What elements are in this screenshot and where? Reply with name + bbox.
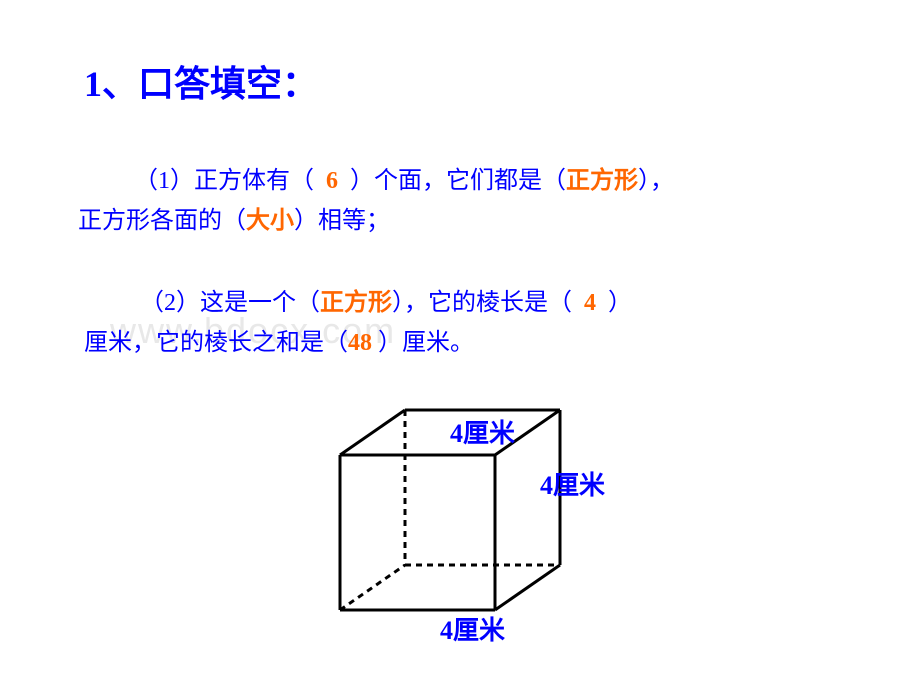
q1-text: ）， xyxy=(638,168,674,194)
q1-text: （1）正方体有（ xyxy=(134,168,314,194)
question-1: （1）正方体有（ 6 ）个面，它们都是（正方形）， 正方形各面的（大小）相等； xyxy=(78,161,848,241)
q2-answer-1: 正方形 xyxy=(320,290,392,316)
page-title: 1、口答填空： xyxy=(84,55,318,107)
q2-text: 厘米，它的棱长之和是（ xyxy=(84,330,348,356)
q2-text: ） xyxy=(608,290,632,316)
question-2: （2）这是一个（正方形），它的棱长是（ 4 ） 厘米，它的棱长之和是（48 ）厘… xyxy=(84,283,854,363)
q1-text: ）个面，它们都是（ xyxy=(350,168,566,194)
q2-answer-3: 48 xyxy=(348,330,372,356)
cube-label-right: 4厘米 xyxy=(540,465,605,502)
q2-text: （2）这是一个（ xyxy=(140,290,320,316)
q1-answer-1: 6 xyxy=(326,168,338,194)
q1-answer-2: 正方形 xyxy=(566,168,638,194)
q2-text: ），它的棱长是（ xyxy=(392,290,572,316)
q1-text: ）相等； xyxy=(294,208,390,234)
cube-label-top: 4厘米 xyxy=(450,413,515,450)
q1-answer-3: 大小 xyxy=(246,208,294,234)
q2-text: ）厘米。 xyxy=(378,330,474,356)
cube-diagram: 4厘米 4厘米 4厘米 xyxy=(320,395,620,675)
cube-label-bottom: 4厘米 xyxy=(440,610,505,647)
q2-answer-2: 4 xyxy=(584,290,596,316)
q1-text: 正方形各面的（ xyxy=(78,208,246,234)
